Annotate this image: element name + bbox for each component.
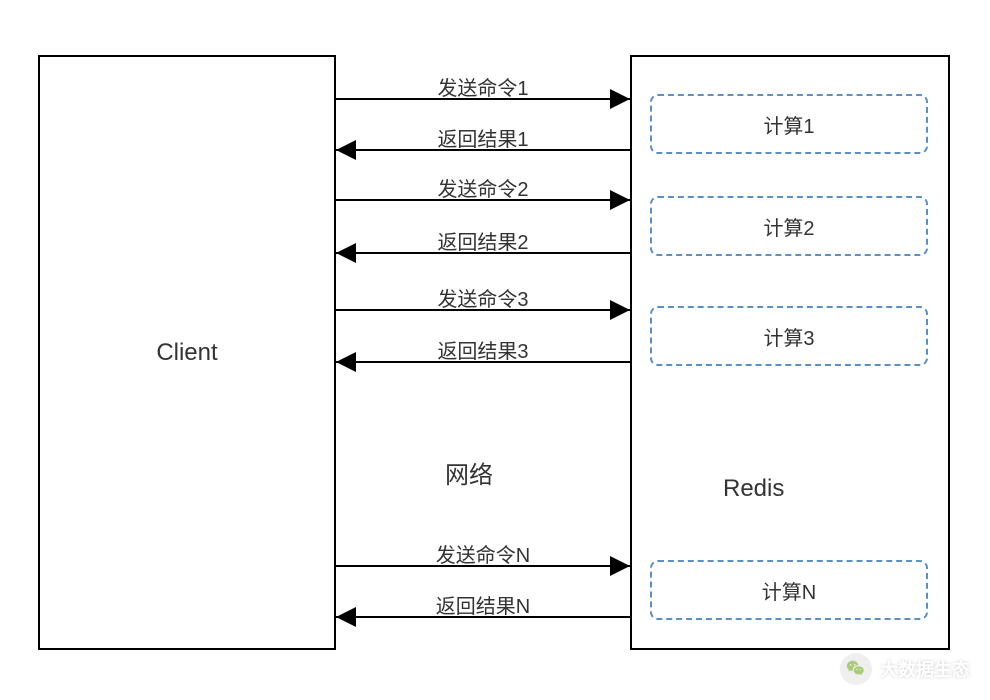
arrow-label-3: 发送命令2 (336, 173, 630, 202)
watermark: 大数据生态 (840, 653, 970, 685)
watermark-text: 大数据生态 (880, 656, 970, 682)
compute-box-1: 计算1 (650, 94, 928, 154)
arrow-label-6: 返回结果3 (336, 335, 630, 364)
arrow-label-4: 返回结果2 (336, 226, 630, 255)
compute-box-4: 计算N (650, 560, 928, 620)
arrow-label-8: 返回结果N (336, 590, 630, 619)
client-box: Client (38, 55, 336, 650)
arrow-label-2: 返回结果1 (336, 123, 630, 152)
network-label: 网络 (445, 455, 493, 490)
redis-label: Redis (723, 475, 784, 503)
arrow-label-5: 发送命令3 (336, 283, 630, 312)
wechat-icon (840, 653, 872, 685)
arrow-label-7: 发送命令N (336, 539, 630, 568)
arrow-label-1: 发送命令1 (336, 72, 630, 101)
compute-box-2: 计算2 (650, 196, 928, 256)
compute-box-3: 计算3 (650, 306, 928, 366)
diagram-container: Client Redis 网络 计算1 计算2 计算3 计算N 发送命令1 返回结果1 发… (0, 0, 990, 700)
client-label: Client (156, 339, 217, 367)
